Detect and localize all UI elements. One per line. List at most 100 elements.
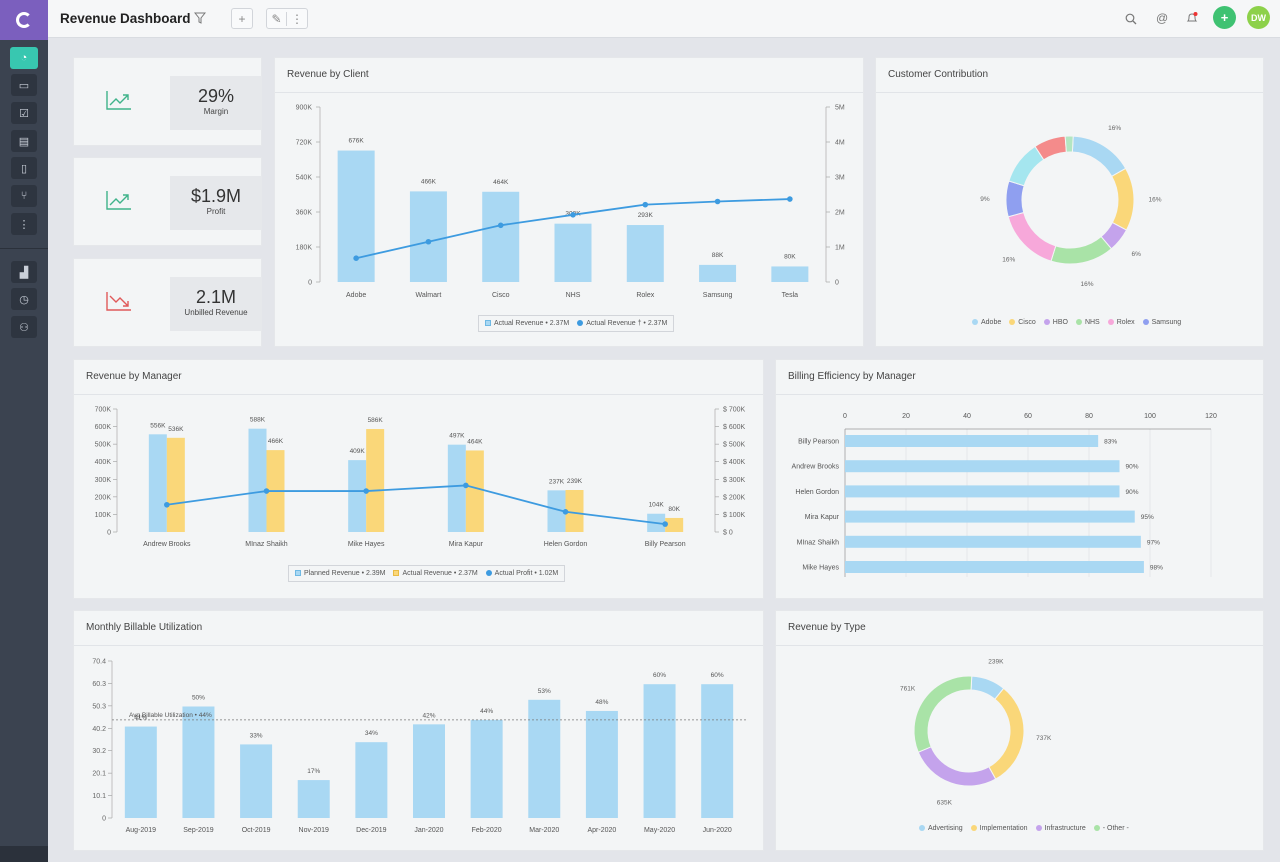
y-tick-label: 900K xyxy=(296,105,313,112)
legend-label: Adobe xyxy=(981,319,1002,326)
revenue-by-client-card: Revenue by Client 0 180K 360K 540K 720K 900K 0… xyxy=(274,57,864,347)
revenue-by-manager-chart: 0 $ 0 100K $ 100K 200K $ 200K 300K $ 300K 400K $ … xyxy=(95,407,746,549)
analytics-icon[interactable]: ▟ xyxy=(11,261,37,283)
y-tick-label: 60.3 xyxy=(92,681,106,688)
avatar[interactable]: DW xyxy=(1247,6,1270,29)
x-tick-label: Mar-2020 xyxy=(529,827,559,834)
chart-legend: Adobe Cisco HBO NHS Rolex Samsung xyxy=(972,319,1181,326)
legend-item[interactable]: Actual Revenue † • 2.37M xyxy=(577,320,667,327)
bar xyxy=(643,684,676,818)
legend-item[interactable]: Actual Revenue • 2.37M xyxy=(393,570,478,577)
filter-icon[interactable] xyxy=(194,12,206,24)
x-tick-label: Cisco xyxy=(492,292,510,299)
card-divider xyxy=(74,394,763,395)
y2-tick-label: $ 100K xyxy=(723,512,746,519)
sidebar-footer xyxy=(0,846,48,862)
y-tick-label: 0 xyxy=(107,530,111,537)
y-tick-label: 0 xyxy=(102,816,106,823)
legend-item[interactable]: Actual Revenue • 2.37M xyxy=(485,320,569,327)
card-title: Revenue by Client xyxy=(287,69,369,80)
clipboard-icon[interactable]: ☑ xyxy=(11,102,37,124)
x-tick-label: Helen Gordon xyxy=(544,541,588,548)
legend-label: Implementation xyxy=(979,825,1028,832)
line-point xyxy=(714,198,721,205)
search-icon[interactable] xyxy=(1125,13,1137,25)
x-tick-label: Billy Pearson xyxy=(645,541,686,548)
legend-item[interactable]: Adobe xyxy=(972,319,1001,326)
kpi-card-profit: $1.9M Profit xyxy=(73,157,262,246)
document-icon[interactable]: ▯ xyxy=(11,157,37,179)
revenue-by-client-chart: 0 180K 360K 540K 720K 900K 0 1M 2M 3M 4M 5M 676K Adob… xyxy=(296,105,845,300)
legend-swatch xyxy=(577,320,584,326)
legend-item[interactable]: Rolex xyxy=(1107,319,1135,326)
legend-item[interactable]: - Other - xyxy=(1093,825,1129,832)
sidebar: ◔ ▭ ☑ ▤ ▯ ⑂ ⋮ ▟ ◷ ⚇ xyxy=(0,0,48,862)
kpi-box: 29% Margin xyxy=(170,76,262,130)
bar xyxy=(845,460,1120,473)
legend-label: Advertising xyxy=(928,825,963,832)
bell-icon[interactable] xyxy=(1186,12,1198,25)
legend-item[interactable]: Infrastructure xyxy=(1035,825,1086,832)
legend-label: NHS xyxy=(1084,319,1100,326)
user-check-icon[interactable]: ⚇ xyxy=(11,316,37,338)
legend-item[interactable]: Samsung xyxy=(1142,319,1181,326)
x-tick-label: Jan-2020 xyxy=(414,827,443,834)
customer-contribution-card: Customer Contribution 16% 16% 6% 16% 16% 9% A… xyxy=(875,57,1264,347)
y2-tick-label: $ 700K xyxy=(723,407,746,414)
legend-swatch xyxy=(1009,319,1016,325)
revenue-by-type-chart: 239K 737K 635K 761K xyxy=(900,658,1052,806)
legend-item[interactable]: HBO xyxy=(1043,319,1068,326)
y-tick-label: 200K xyxy=(95,494,112,501)
trend-up-icon xyxy=(106,191,131,210)
data-label: 556K xyxy=(150,422,166,429)
slice-label: 16% xyxy=(1148,196,1161,203)
legend-item[interactable]: Actual Profit • 1.02M xyxy=(485,570,559,577)
more-vertical-icon[interactable]: ⋮ xyxy=(291,11,304,26)
clock-icon[interactable]: ◷ xyxy=(11,288,37,310)
legend-item[interactable]: Implementation xyxy=(970,825,1028,832)
kpi-value: $1.9M xyxy=(190,186,242,206)
x-tick-label: 20 xyxy=(902,413,910,420)
data-label: 90% xyxy=(1126,489,1139,496)
at-icon[interactable]: @ xyxy=(1156,11,1169,25)
bar xyxy=(554,223,592,282)
bar xyxy=(366,429,385,532)
data-label: 464K xyxy=(493,179,509,186)
branch-icon[interactable]: ⑂ xyxy=(11,185,37,207)
legend-item[interactable]: Advertising xyxy=(919,825,963,832)
legend-item[interactable]: NHS xyxy=(1075,319,1100,326)
x-tick-label: 60 xyxy=(1024,413,1032,420)
data-label: 409K xyxy=(350,448,366,455)
briefcase-icon[interactable]: ▭ xyxy=(11,74,37,96)
pencil-icon[interactable]: ✎ xyxy=(267,11,288,26)
data-label: 42% xyxy=(422,712,435,719)
legend-item[interactable]: Planned Revenue • 2.39M xyxy=(295,570,385,577)
y2-tick-label: 4M xyxy=(835,140,845,147)
logo-icon xyxy=(16,12,32,28)
bar xyxy=(585,710,618,818)
more-icon[interactable]: ⋮ xyxy=(11,213,37,235)
legend-swatch xyxy=(1093,825,1100,831)
y-tick-label: 700K xyxy=(95,407,112,414)
bar xyxy=(845,561,1144,573)
add-icon[interactable]: + xyxy=(1213,6,1236,29)
data-label: 48% xyxy=(595,699,608,706)
bar xyxy=(148,434,167,532)
slice-label: 16% xyxy=(1080,281,1093,288)
legend-label: Actual Profit • 1.02M xyxy=(494,570,559,577)
app-logo[interactable] xyxy=(0,0,48,40)
legend-swatch xyxy=(393,570,400,576)
bar xyxy=(348,460,367,532)
bar xyxy=(665,517,684,532)
x-tick-label: Andrew Brooks xyxy=(143,541,191,548)
legend-item[interactable]: Cisco xyxy=(1009,319,1036,326)
chart-legend: Advertising Implementation Infrastructure -… xyxy=(919,825,1129,832)
accounts-icon[interactable]: ▤ xyxy=(11,130,37,152)
dashboard-icon[interactable]: ◔ xyxy=(10,47,38,69)
legend-swatch xyxy=(919,825,925,831)
y2-tick-label: $ 400K xyxy=(723,459,746,466)
x-tick-label: Oct-2019 xyxy=(242,827,271,834)
legend-swatch xyxy=(970,825,977,831)
kpi-label: Margin xyxy=(203,107,229,116)
add-widget-button[interactable]: + xyxy=(231,8,253,29)
